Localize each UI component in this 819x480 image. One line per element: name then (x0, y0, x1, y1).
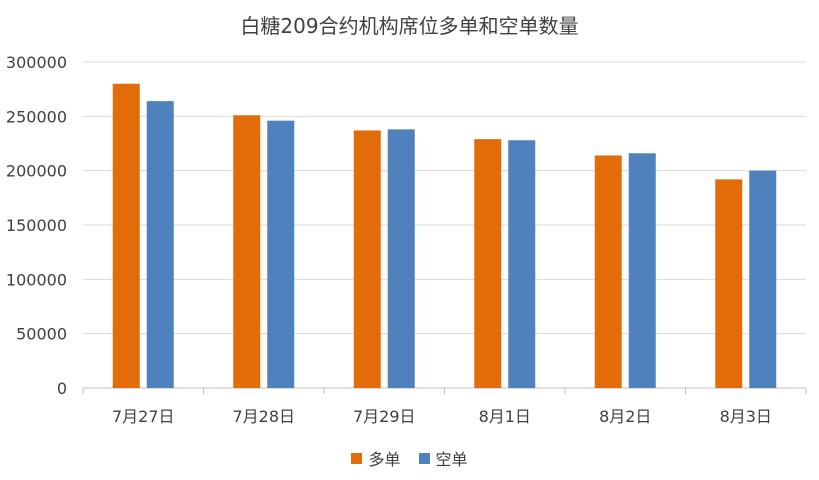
x-tick-label: 7月27日 (112, 407, 175, 426)
bar-short (267, 120, 295, 389)
bar-long (715, 179, 743, 388)
legend-swatch (351, 452, 363, 464)
y-tick-label: 300000 (6, 53, 67, 72)
x-tick-label: 7月29日 (353, 407, 416, 426)
legend-swatch (418, 452, 430, 464)
legend: 多单 空单 (0, 446, 819, 470)
bar-short (749, 170, 777, 388)
y-tick-label: 150000 (6, 216, 67, 235)
bar-long (233, 115, 261, 388)
bar-short (508, 140, 536, 388)
bar-long (353, 130, 381, 388)
y-tick-label: 50000 (16, 325, 67, 344)
y-tick-label: 200000 (6, 162, 67, 181)
bar-short (628, 153, 656, 388)
x-tick-label: 8月1日 (479, 407, 531, 426)
legend-item: 空单 (418, 446, 468, 470)
y-tick-label: 0 (57, 379, 67, 398)
chart-title: 白糖209合约机构席位多单和空单数量 (240, 14, 579, 38)
x-tick-label: 8月2日 (599, 407, 651, 426)
x-tick-label: 8月3日 (720, 407, 772, 426)
bar-short (146, 101, 174, 389)
y-tick-label: 250000 (6, 107, 67, 126)
y-tick-label: 100000 (6, 270, 67, 289)
x-tick-label: 7月28日 (232, 407, 295, 426)
bar-short (387, 129, 415, 388)
legend-label: 空单 (435, 450, 468, 469)
legend-label: 多单 (368, 450, 401, 469)
bar-long (112, 83, 140, 388)
legend-item: 多单 (351, 446, 401, 470)
bar-long (474, 139, 502, 388)
bar-long (594, 155, 622, 388)
